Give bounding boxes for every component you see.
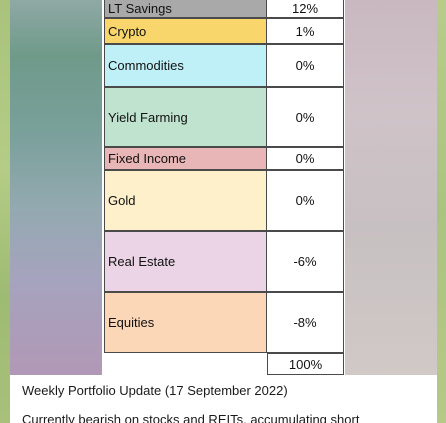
table-row: Yield Farming 0% xyxy=(102,87,345,147)
image-blur-right xyxy=(345,0,437,375)
row-value: 0% xyxy=(267,170,344,231)
table-row: LT Savings 12% xyxy=(102,0,345,18)
image-blur-left xyxy=(10,0,102,375)
table-total-row: 100% xyxy=(102,353,345,375)
table-row: Crypto 1% xyxy=(102,18,345,44)
caption-body: Currently bearish on stocks and REITs, a… xyxy=(22,412,360,423)
chat-wallpaper-left xyxy=(0,0,10,423)
row-label: Real Estate xyxy=(104,231,267,292)
row-value: -6% xyxy=(267,231,344,292)
row-label: Gold xyxy=(104,170,267,231)
portfolio-table: LT Savings 12% Crypto 1% Commodities 0% … xyxy=(102,0,345,375)
row-value: 12% xyxy=(267,0,344,18)
table-row: Equities -8% xyxy=(102,292,345,353)
table-row: Fixed Income 0% xyxy=(102,147,345,170)
row-label: Commodities xyxy=(104,44,267,87)
row-value: 0% xyxy=(267,44,344,87)
total-value: 100% xyxy=(267,353,344,375)
caption-title: Weekly Portfolio Update (17 September 20… xyxy=(22,383,288,398)
row-label: LT Savings xyxy=(104,0,267,18)
message-caption: Weekly Portfolio Update (17 September 20… xyxy=(10,375,437,423)
chat-wallpaper-right xyxy=(437,0,446,423)
table-row: Gold 0% xyxy=(102,170,345,231)
row-label: Equities xyxy=(104,292,267,353)
table-row: Real Estate -6% xyxy=(102,231,345,292)
row-value: 0% xyxy=(267,147,344,170)
row-value: 0% xyxy=(267,87,344,147)
portfolio-image[interactable]: LT Savings 12% Crypto 1% Commodities 0% … xyxy=(10,0,437,375)
row-value: 1% xyxy=(267,18,344,44)
row-label: Yield Farming xyxy=(104,87,267,147)
row-value: -8% xyxy=(267,292,344,353)
table-row: Commodities 0% xyxy=(102,44,345,87)
row-label: Fixed Income xyxy=(104,147,267,170)
row-label: Crypto xyxy=(104,18,267,44)
